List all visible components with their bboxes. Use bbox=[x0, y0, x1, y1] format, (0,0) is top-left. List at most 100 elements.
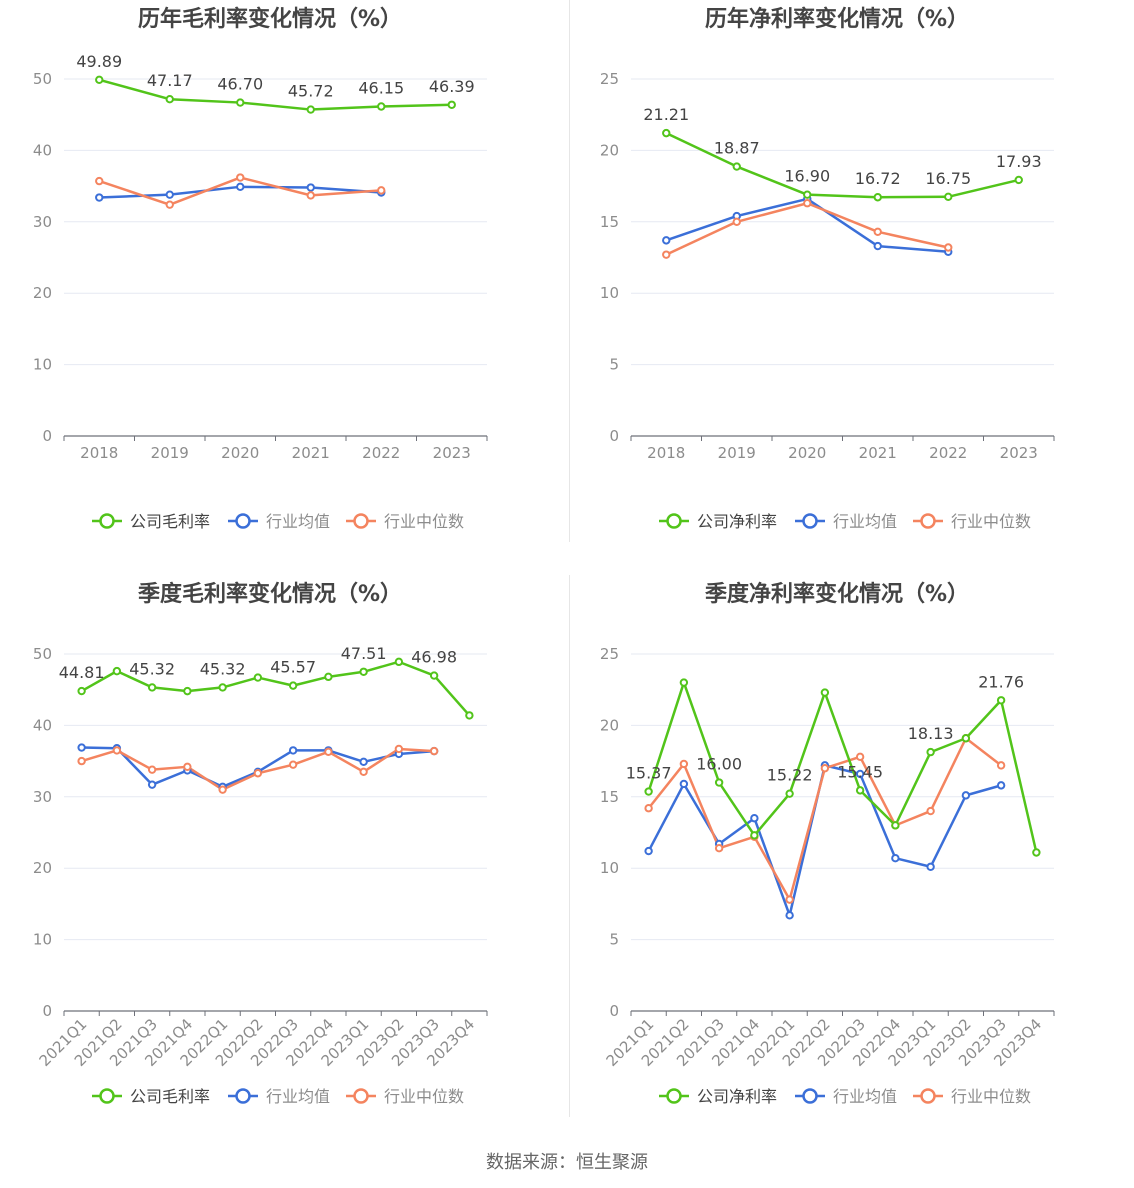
data-point-company[interactable] bbox=[961, 734, 971, 743]
data-point-industry-median[interactable] bbox=[873, 227, 882, 236]
data-point-industry-median[interactable] bbox=[926, 806, 935, 816]
legend-item-industry-avg[interactable]: 行业均值 bbox=[228, 1087, 330, 1106]
data-point-company[interactable] bbox=[236, 98, 245, 107]
legend-item-company[interactable]: 公司毛利率 bbox=[92, 512, 210, 531]
data-point-industry-avg[interactable] bbox=[147, 780, 157, 789]
data-point-company[interactable] bbox=[944, 192, 953, 202]
data-point-company[interactable] bbox=[996, 696, 1006, 705]
data-point-industry-avg[interactable] bbox=[961, 791, 971, 800]
data-point-company[interactable] bbox=[732, 162, 741, 171]
data-point-industry-median[interactable] bbox=[77, 756, 86, 766]
data-point-industry-median[interactable] bbox=[236, 173, 245, 182]
data-point-company[interactable] bbox=[785, 789, 794, 798]
data-point-industry-avg[interactable] bbox=[165, 190, 174, 199]
data-point-industry-median[interactable] bbox=[662, 250, 671, 259]
data-point-company[interactable] bbox=[183, 686, 192, 696]
legend-item-industry-median[interactable]: 行业中位数 bbox=[346, 1087, 464, 1106]
data-point-industry-median[interactable] bbox=[996, 761, 1006, 770]
data-point-company[interactable] bbox=[95, 75, 104, 84]
data-point-company[interactable] bbox=[820, 688, 830, 697]
data-point-company[interactable] bbox=[253, 673, 263, 682]
data-point-industry-avg[interactable] bbox=[926, 862, 935, 871]
legend-item-company[interactable]: 公司净利率 bbox=[659, 1087, 777, 1106]
data-point-company[interactable] bbox=[359, 667, 368, 676]
data-point-industry-avg[interactable] bbox=[996, 781, 1006, 790]
legend-item-industry-avg[interactable]: 行业均值 bbox=[795, 1087, 897, 1106]
data-point-industry-median[interactable] bbox=[714, 844, 724, 853]
data-point-industry-avg[interactable] bbox=[95, 193, 104, 202]
data-point-industry-median[interactable] bbox=[324, 747, 333, 757]
data-point-company[interactable] bbox=[218, 683, 227, 692]
data-point-industry-median[interactable] bbox=[218, 785, 227, 794]
legend-item-industry-avg[interactable]: 行业均值 bbox=[795, 512, 897, 531]
data-point-company[interactable] bbox=[465, 711, 474, 720]
data-point-industry-avg[interactable] bbox=[891, 854, 900, 863]
data-point-industry-median[interactable] bbox=[855, 752, 865, 762]
data-point-industry-avg[interactable] bbox=[873, 241, 882, 251]
data-point-company[interactable] bbox=[147, 683, 157, 692]
data-point-industry-avg[interactable] bbox=[288, 746, 298, 755]
data-point-company[interactable] bbox=[288, 681, 298, 690]
data-point-company[interactable] bbox=[394, 657, 404, 667]
data-point-company[interactable] bbox=[662, 128, 671, 138]
data-point-industry-avg[interactable] bbox=[855, 769, 865, 779]
data-point-industry-median[interactable] bbox=[820, 764, 830, 773]
data-point-industry-median[interactable] bbox=[253, 769, 263, 778]
legend-item-industry-median[interactable]: 行业中位数 bbox=[913, 1087, 1031, 1106]
legend-item-company[interactable]: 公司毛利率 bbox=[92, 1087, 210, 1106]
data-point-company[interactable] bbox=[714, 778, 724, 787]
data-point-industry-median[interactable] bbox=[165, 200, 174, 209]
data-point-industry-avg[interactable] bbox=[77, 743, 86, 752]
data-point-industry-median[interactable] bbox=[785, 895, 794, 904]
data-point-industry-median[interactable] bbox=[732, 217, 741, 227]
data-point-industry-avg[interactable] bbox=[785, 911, 794, 920]
legend-item-industry-median[interactable]: 行业中位数 bbox=[346, 512, 464, 531]
data-point-company[interactable] bbox=[803, 190, 812, 199]
data-point-company[interactable] bbox=[679, 678, 689, 687]
data-point-industry-median[interactable] bbox=[429, 746, 439, 756]
data-point-industry-median[interactable] bbox=[95, 176, 104, 186]
x-tick-label: 2018 bbox=[647, 444, 685, 462]
legend-item-company[interactable]: 公司净利率 bbox=[659, 512, 777, 531]
data-point-company[interactable] bbox=[926, 747, 935, 757]
data-point-company[interactable] bbox=[891, 821, 900, 830]
data-point-industry-median[interactable] bbox=[944, 243, 953, 252]
data-point-industry-median[interactable] bbox=[644, 804, 653, 813]
data-point-industry-median[interactable] bbox=[394, 744, 404, 754]
data-point-industry-avg[interactable] bbox=[750, 814, 759, 823]
data-point-industry-avg[interactable] bbox=[679, 779, 689, 789]
data-point-company[interactable] bbox=[447, 100, 456, 109]
data-point-company[interactable] bbox=[750, 831, 759, 840]
data-point-company[interactable] bbox=[429, 671, 439, 680]
data-point-industry-median[interactable] bbox=[803, 199, 812, 208]
data-point-company[interactable] bbox=[377, 102, 386, 111]
data-point-industry-avg[interactable] bbox=[306, 183, 315, 192]
data-point-company[interactable] bbox=[1014, 175, 1023, 185]
data-point-company[interactable] bbox=[77, 686, 86, 696]
data-point-company[interactable] bbox=[306, 105, 315, 114]
x-tick-label: 2021 bbox=[292, 444, 330, 462]
data-point-industry-median[interactable] bbox=[147, 765, 157, 774]
data-point-industry-median[interactable] bbox=[679, 759, 689, 769]
data-point-industry-avg[interactable] bbox=[662, 236, 671, 245]
data-point-company[interactable] bbox=[112, 666, 122, 676]
data-point-industry-median[interactable] bbox=[306, 191, 315, 200]
data-point-industry-median[interactable] bbox=[183, 762, 192, 772]
legend-item-industry-avg[interactable]: 行业均值 bbox=[228, 512, 330, 531]
data-point-industry-avg[interactable] bbox=[644, 846, 653, 856]
y-tick-label: 40 bbox=[33, 141, 52, 159]
data-point-industry-median[interactable] bbox=[112, 746, 122, 755]
data-point-industry-median[interactable] bbox=[377, 186, 386, 195]
data-point-industry-median[interactable] bbox=[359, 767, 368, 777]
data-point-industry-avg[interactable] bbox=[236, 182, 245, 192]
data-point-industry-avg[interactable] bbox=[359, 757, 368, 767]
data-point-company[interactable] bbox=[644, 787, 653, 796]
legend-item-industry-median[interactable]: 行业中位数 bbox=[913, 512, 1031, 531]
data-point-company[interactable] bbox=[165, 95, 174, 104]
data-point-company[interactable] bbox=[873, 193, 882, 202]
data-point-industry-median[interactable] bbox=[288, 760, 298, 769]
data-point-company[interactable] bbox=[1032, 848, 1041, 857]
y-tick-label: 10 bbox=[33, 356, 52, 374]
data-point-company[interactable] bbox=[855, 786, 865, 795]
data-point-company[interactable] bbox=[324, 672, 333, 682]
